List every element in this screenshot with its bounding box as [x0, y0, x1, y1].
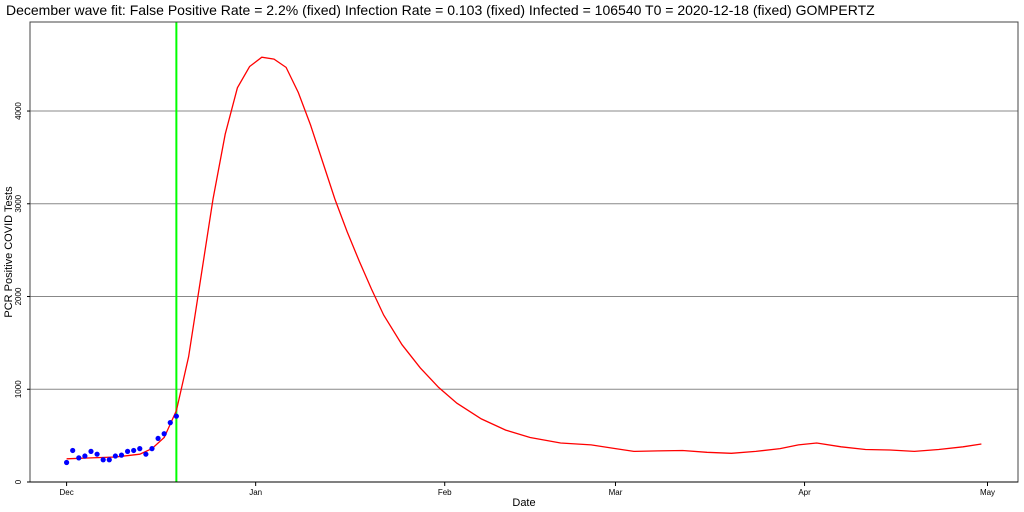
series [63, 56, 982, 466]
observed-point [100, 457, 106, 463]
x-tick-label: Apr [798, 488, 811, 497]
observed-point [94, 451, 100, 457]
gridlines [30, 110, 1018, 390]
y-tick-label: 4000 [14, 102, 23, 120]
axes: 0 1000 2000 3000 4000 Dec Jan Feb Mar Apr May [14, 102, 1018, 497]
observed-point [63, 459, 70, 466]
observed-point [161, 431, 167, 437]
plot-area-frame [29, 21, 1019, 483]
observed-point [149, 446, 155, 452]
observed-point [112, 453, 118, 459]
observed-point [118, 452, 125, 458]
observed-point [173, 413, 179, 419]
observed-point [143, 451, 149, 457]
y-tick-label: 2000 [14, 287, 23, 305]
y-axis-label: PCR Positive COVID Tests [3, 186, 15, 318]
fit-line [66, 56, 982, 460]
y-tick-label: 0 [14, 479, 23, 484]
y-tick-label: 1000 [14, 380, 23, 398]
observed-point [155, 435, 161, 442]
observed-point [88, 448, 94, 454]
chart-title: December wave fit: False Positive Rate =… [6, 2, 875, 18]
observed-point [106, 457, 112, 463]
x-tick-label: Mar [609, 488, 623, 497]
x-tick-label: May [980, 488, 995, 497]
observed-point [82, 453, 88, 459]
y-tick-label: 3000 [14, 194, 23, 212]
x-tick-label: Feb [438, 488, 452, 497]
x-axis-label: Date [512, 497, 535, 509]
x-tick-label: Dec [59, 488, 73, 497]
observed-point [167, 420, 173, 426]
x-tick-label: Jan [249, 488, 262, 497]
observed-point [131, 447, 137, 454]
observed-point [137, 446, 143, 452]
observed-point [70, 447, 76, 454]
observed-point [124, 448, 131, 454]
observed-point [76, 455, 82, 461]
